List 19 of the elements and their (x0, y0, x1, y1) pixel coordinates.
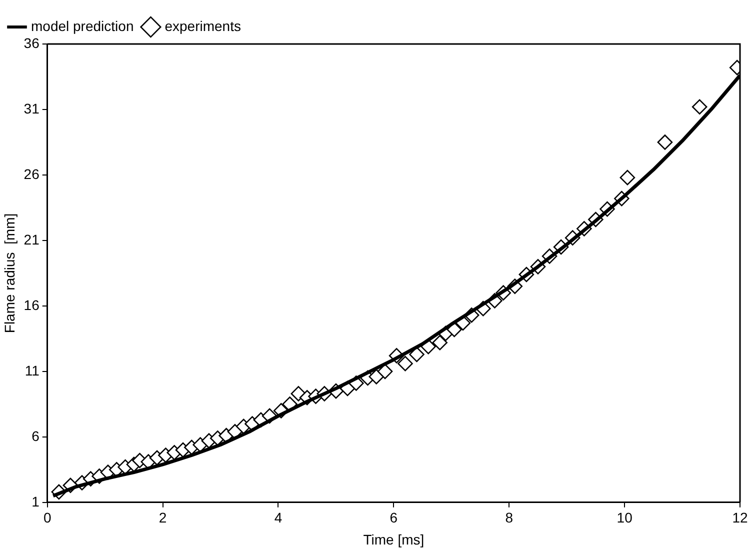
x-tick-label: 10 (616, 510, 633, 526)
x-tick-label: 12 (732, 510, 748, 526)
x-tick-label: 6 (390, 510, 398, 526)
legend-label: model prediction (31, 18, 134, 34)
y-tick-label: 21 (24, 231, 40, 248)
x-axis-title: Time [ms] (363, 531, 424, 548)
legend-label: experiments (164, 18, 241, 34)
y-tick-label: 16 (24, 296, 40, 313)
y-tick-label: 26 (24, 166, 40, 182)
x-tick-label: 0 (43, 510, 52, 526)
x-tick-label: 2 (158, 510, 167, 526)
y-tick-label: 1 (32, 493, 40, 510)
y-tick-label: 31 (24, 100, 40, 116)
x-tick-label: 4 (274, 510, 282, 526)
y-axis-title: Flame radius [mm] (1, 213, 18, 334)
y-tick-label: 6 (32, 428, 40, 444)
x-tick-label: 8 (505, 510, 514, 526)
y-tick-label: 36 (24, 34, 40, 51)
y-tick-label: 11 (24, 362, 40, 378)
